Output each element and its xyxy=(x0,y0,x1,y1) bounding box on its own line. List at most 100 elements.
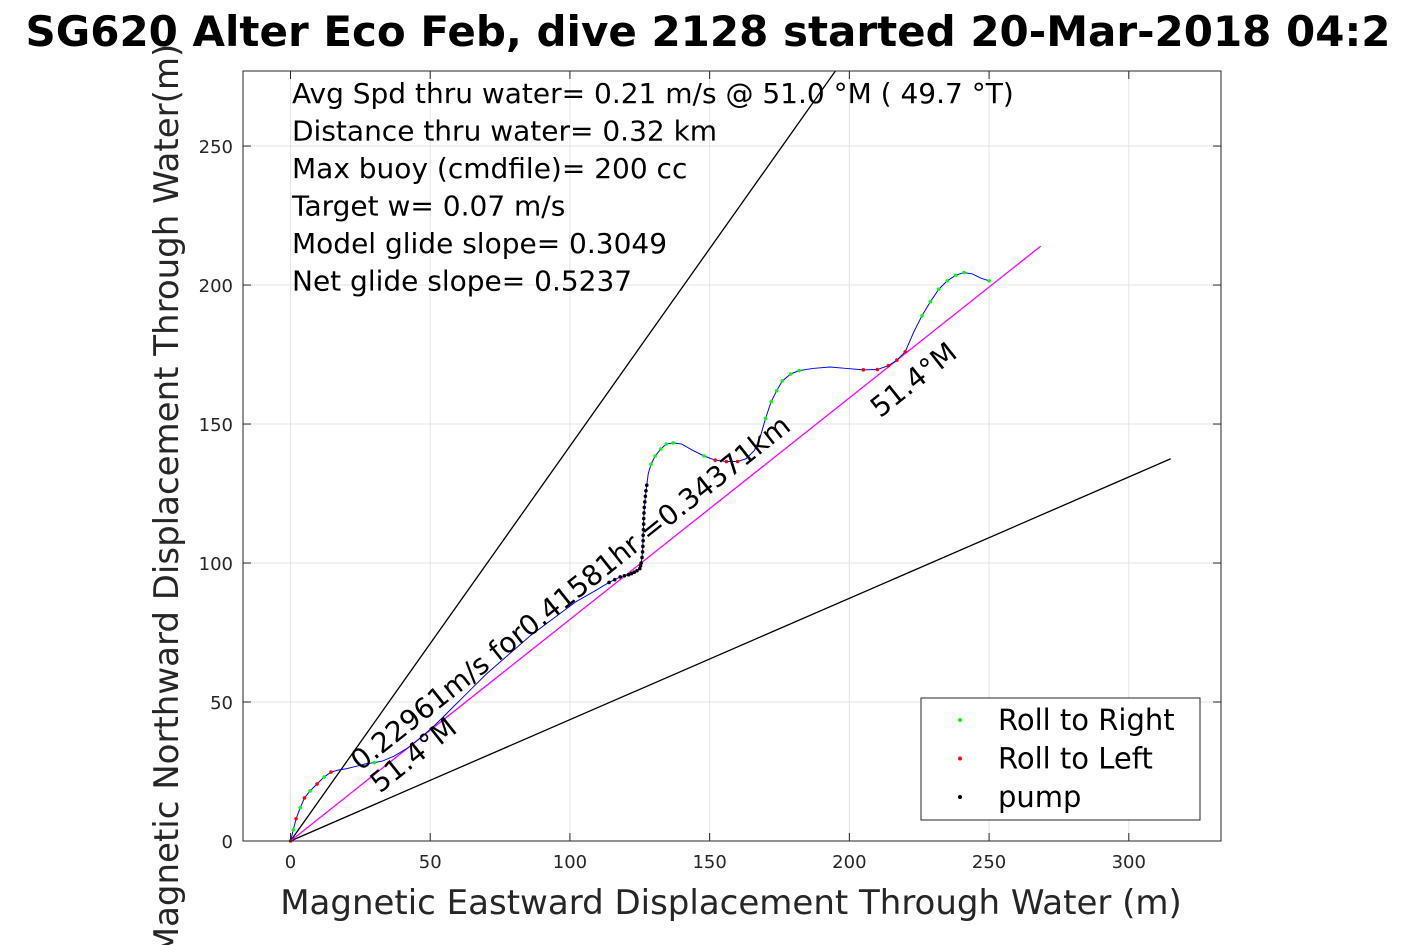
data-point xyxy=(308,789,312,793)
data-point xyxy=(644,483,649,487)
data-point xyxy=(945,279,949,283)
data-point xyxy=(658,447,663,451)
data-point xyxy=(629,571,634,576)
data-point xyxy=(962,270,966,275)
data-point xyxy=(953,273,958,278)
x-axis-ticks: 0 50 100 150 200 250 300 xyxy=(285,71,1146,873)
x-tick-label: 250 xyxy=(972,852,1006,873)
data-point xyxy=(641,527,646,532)
x-tick-label: 300 xyxy=(1112,852,1146,873)
data-point xyxy=(928,299,933,304)
data-point xyxy=(886,363,891,368)
y-axis-label: Magnetic Northward Displacement Through … xyxy=(147,44,187,945)
stats-annotation-line: Avg Spd thru water= 0.21 m/s @ 51.0 °M (… xyxy=(292,77,1014,110)
stats-annotation-line: Distance thru water= 0.32 km xyxy=(292,115,717,148)
series-roll-to-left xyxy=(288,349,908,843)
x-tick-label: 100 xyxy=(553,852,587,873)
legend-marker xyxy=(958,795,962,799)
data-point xyxy=(664,442,669,446)
legend-entry: Roll to Right xyxy=(998,703,1175,737)
y-tick-label: 0 xyxy=(222,832,233,853)
data-point xyxy=(735,459,740,464)
data-point xyxy=(322,775,326,779)
stats-annotations: Avg Spd thru water= 0.21 m/s @ 51.0 °M (… xyxy=(291,77,1014,298)
y-axis-ticks: 0 50 100 150 200 250 xyxy=(199,137,1221,853)
data-series xyxy=(288,270,991,843)
data-point xyxy=(797,368,801,373)
plot-area-border xyxy=(242,70,1222,842)
data-point xyxy=(769,399,773,404)
legend-entry: pump xyxy=(998,780,1081,814)
x-tick-label: 0 xyxy=(285,852,296,873)
data-point xyxy=(642,505,647,510)
data-point xyxy=(642,511,646,515)
legend-entry: Roll to Left xyxy=(998,742,1153,776)
data-point xyxy=(713,458,718,462)
data-point xyxy=(641,516,646,521)
data-point xyxy=(302,796,307,800)
y-tick-label: 50 xyxy=(210,693,233,714)
data-point xyxy=(875,367,880,372)
data-point xyxy=(724,459,729,464)
trajectory-line xyxy=(290,272,990,842)
data-point xyxy=(315,782,319,786)
y-tick-label: 150 xyxy=(199,415,233,436)
series-pump xyxy=(607,483,649,585)
heading-label-upper: 51.4°M xyxy=(864,336,963,424)
data-point xyxy=(780,379,785,383)
data-point xyxy=(640,550,645,554)
data-point xyxy=(298,805,303,810)
data-point xyxy=(653,454,657,458)
stats-annotation-line: Net glide slope= 0.5237 xyxy=(292,265,632,298)
data-point xyxy=(936,287,941,292)
data-point xyxy=(861,368,866,372)
data-point xyxy=(639,561,643,565)
data-point xyxy=(637,566,642,571)
steep-glide-line xyxy=(289,70,836,842)
x-axis-label: Magnetic Eastward Displacement Through W… xyxy=(280,883,1182,923)
legend-box xyxy=(920,697,1201,821)
data-point xyxy=(635,569,639,573)
legend-marker xyxy=(958,718,962,722)
data-point xyxy=(895,358,899,362)
legend: Roll to Right Roll to Left pump xyxy=(920,697,1201,821)
data-point xyxy=(641,522,646,526)
grid xyxy=(243,71,1221,842)
data-point xyxy=(607,580,611,585)
data-point xyxy=(612,577,617,582)
data-point xyxy=(649,462,653,467)
stats-annotation-line: Target w= 0.07 m/s xyxy=(291,190,565,223)
data-point xyxy=(644,488,648,493)
chart-title: SG620 Alter Eco Feb, dive 2128 started 2… xyxy=(26,7,1391,56)
data-point xyxy=(702,454,706,458)
data-point xyxy=(622,574,627,578)
data-point xyxy=(643,500,647,504)
data-point xyxy=(618,575,623,579)
data-point xyxy=(643,494,648,499)
data-point xyxy=(294,816,298,821)
y-tick-label: 250 xyxy=(199,137,233,158)
data-point xyxy=(774,388,779,393)
data-point xyxy=(641,538,645,543)
data-point xyxy=(903,349,908,354)
x-tick-label: 150 xyxy=(692,852,726,873)
y-tick-label: 200 xyxy=(199,276,233,297)
shallow-glide-line xyxy=(290,458,1171,842)
data-point xyxy=(641,544,645,549)
stats-annotation-line: Model glide slope= 0.3049 xyxy=(292,227,667,260)
data-point xyxy=(291,828,296,832)
x-tick-label: 50 xyxy=(419,852,442,873)
stats-annotation-line: Max buoy (cmdfile)= 200 cc xyxy=(292,152,687,185)
data-point xyxy=(626,572,631,577)
data-point xyxy=(640,555,644,560)
data-point xyxy=(788,372,793,376)
data-point xyxy=(671,441,676,445)
data-point xyxy=(638,564,643,568)
data-point xyxy=(372,760,377,765)
data-point xyxy=(920,313,924,318)
data-point xyxy=(641,533,645,538)
legend-marker xyxy=(958,756,962,761)
data-point xyxy=(632,570,636,574)
data-point xyxy=(987,279,991,283)
